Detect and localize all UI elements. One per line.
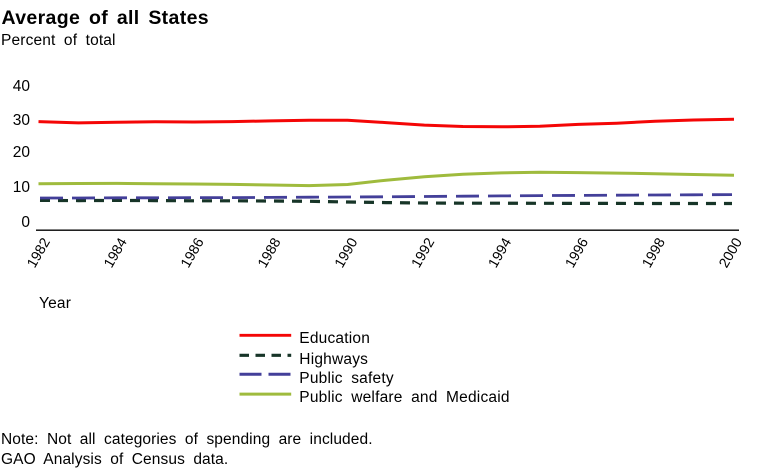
svg-text:1982: 1982 xyxy=(24,235,54,270)
svg-text:2000: 2000 xyxy=(716,235,746,270)
svg-text:1994: 1994 xyxy=(486,235,516,270)
svg-text:1988: 1988 xyxy=(255,235,285,270)
svg-text:1984: 1984 xyxy=(101,235,131,270)
svg-text:1996: 1996 xyxy=(562,235,592,270)
svg-text:1992: 1992 xyxy=(409,235,439,270)
svg-text:1986: 1986 xyxy=(178,235,208,270)
svg-text:1990: 1990 xyxy=(332,235,362,270)
svg-text:1998: 1998 xyxy=(639,235,669,270)
